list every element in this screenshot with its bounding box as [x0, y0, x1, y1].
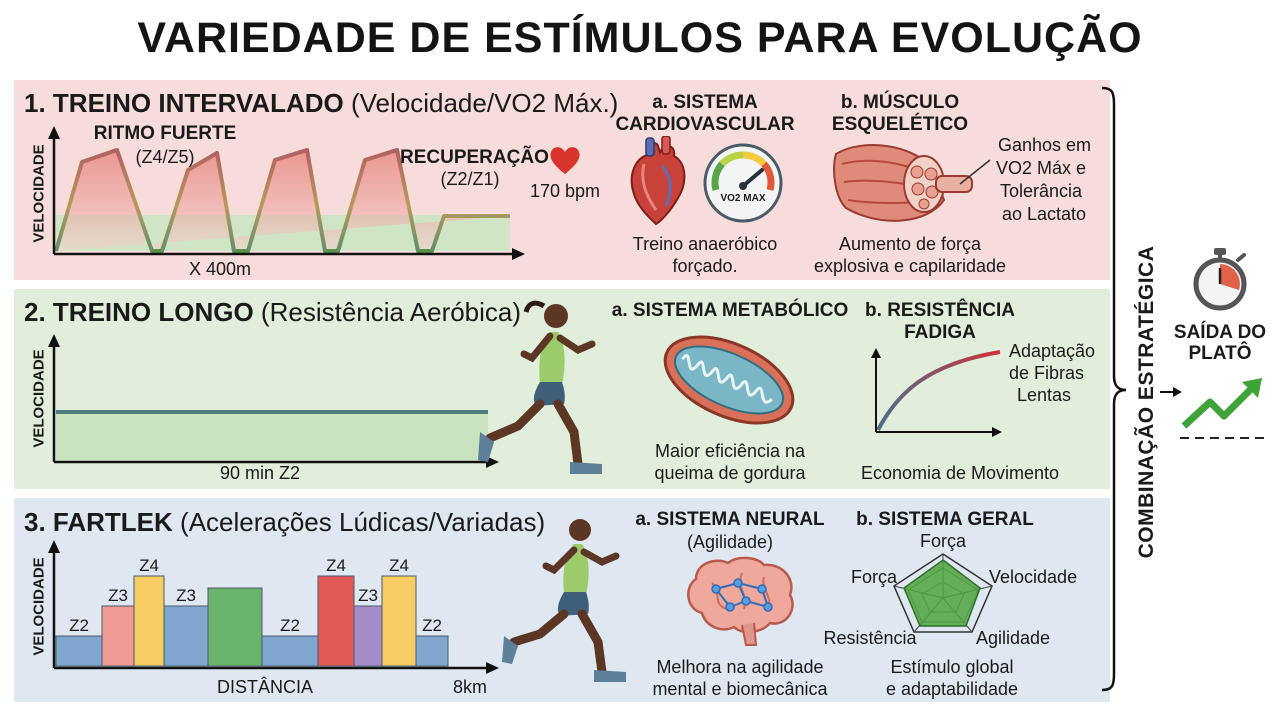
stopwatch-icon [1193, 248, 1247, 311]
radar-axis-bottom-right: Agilidade [976, 628, 1051, 648]
fartlek-bar [101, 605, 135, 667]
fartlek-bar [207, 587, 263, 667]
cardio-title-1: a. SISTEMA [652, 92, 758, 113]
fartlek-bar-label: Z4 [326, 556, 346, 575]
fatigue-caption: Economia de Movimento [860, 463, 1060, 483]
fatigue-note-1: Adaptação [1009, 341, 1096, 361]
muscle-caption-2: explosiva e capilaridade [813, 256, 1007, 276]
interval-chart [48, 126, 525, 260]
mitochondria-icon [663, 335, 795, 425]
panel2-title: 2. TREINO LONGO (Resistência Aeróbica) [24, 297, 522, 327]
cardio-caption-1: Treino anaeróbico [632, 234, 778, 254]
heart-organ-icon [630, 136, 686, 226]
metabolic-caption-1: Maior eficiência na [654, 441, 806, 461]
runner-icon [478, 300, 602, 474]
panel1-x-label: X 400m [188, 259, 252, 279]
panel1-title: 1. TREINO INTERVALADO (Velocidade/VO2 Má… [24, 88, 619, 118]
heart-icon [550, 147, 580, 174]
fartlek-bar-label: Z3 [358, 586, 378, 605]
radar-axis-top: Força [919, 531, 966, 551]
muscle-note-2: VO2 Máx e [996, 158, 1087, 178]
combination-bracket [1101, 86, 1127, 692]
fatigue-title-1: b. RESISTÊNCIA [865, 300, 1015, 321]
panel3-x-label: DISTÂNCIA [216, 677, 313, 697]
fartlek-bar-label: Z4 [389, 556, 409, 575]
heart-rate: 170 bpm [529, 181, 601, 201]
general-title: b. SISTEMA GERAL [856, 509, 1034, 530]
radar-axis-bottom-left: Resistência [823, 628, 917, 648]
fartlek-bar-label: Z3 [176, 586, 196, 605]
recovery-label: RECUPERAÇÃO [400, 147, 549, 168]
muscle-title-1: b. MÚSCULO [840, 92, 960, 113]
radar-chart [893, 553, 993, 633]
fartlek-bar-label: Z2 [422, 616, 442, 635]
fartlek-bar [133, 575, 165, 667]
fartlek-bar-chart: Z2 Z3 Z4 Z3 Z2 Z4 Z3 Z4 Z2 [48, 540, 499, 674]
panel3-title: 3. FARTLEK (Acelerações Lúdicas/Variadas… [24, 507, 546, 537]
growth-arrow-icon [1180, 378, 1268, 439]
general-caption-2: e adaptabilidade [885, 679, 1019, 699]
muscle-note-3: Tolerância [1000, 181, 1083, 201]
fartlek-bar [55, 635, 103, 667]
metabolic-caption-2: queima de gordura [654, 463, 806, 483]
cardio-title-2: CARDIOVASCULAR [615, 114, 795, 135]
page-title: VARIEDADE DE ESTÍMULOS PARA EVOLUÇÃO [137, 14, 1143, 62]
fartlek-bar [415, 635, 449, 667]
fatigue-curve-chart [871, 348, 1002, 437]
muscle-icon [833, 144, 991, 222]
recovery-zone-label: (Z2/Z1) [440, 169, 500, 189]
neural-caption-2: mental e biomecânica [652, 679, 828, 699]
panel3-x-end: 8km [452, 677, 487, 697]
radar-axis-left: Força [850, 567, 897, 587]
neural-caption-1: Melhora na agilidade [656, 657, 824, 677]
general-caption-1: Estímulo global [890, 657, 1014, 677]
fartlek-bar-label: Z2 [69, 616, 89, 635]
fartlek-bar [381, 575, 417, 667]
neural-sub: (Agilidade) [686, 532, 774, 552]
panel2-x-label: 90 min Z2 [219, 463, 301, 483]
strong-pace-label: RITMO FUERTE [93, 123, 237, 144]
fartlek-bar [317, 575, 355, 667]
arrow-right-icon [1160, 387, 1182, 397]
cardio-caption-2: forçado. [672, 256, 738, 276]
runner-icon-2 [502, 519, 626, 682]
fartlek-bar-label: Z2 [280, 616, 300, 635]
fartlek-bar-label: Z3 [108, 586, 128, 605]
brain-icon [687, 556, 794, 646]
fartlek-bar [353, 605, 383, 667]
radar-axis-right: Velocidade [989, 567, 1078, 587]
fatigue-note-2: de Fibras [1009, 363, 1085, 383]
fatigue-note-3: Lentas [1017, 385, 1072, 405]
metabolic-title: a. SISTEMA METABÓLICO [611, 300, 849, 321]
vo2-gauge-icon [703, 143, 783, 223]
fartlek-bar [261, 635, 319, 667]
exit-plateau-label-1: SAÍDA DO [1173, 322, 1267, 343]
fartlek-bar-label: Z4 [139, 556, 159, 575]
muscle-note-4: ao Lactato [1002, 204, 1087, 224]
strong-zone-label: (Z4/Z5) [135, 147, 195, 167]
panel3-y-axis: VELOCIDADE [30, 557, 48, 656]
fartlek-bar [163, 605, 209, 667]
muscle-caption-1: Aumento de força [838, 234, 982, 254]
panel2-y-axis: VELOCIDADE [30, 349, 48, 448]
vo2-gauge-label: VO2 MAX [720, 193, 766, 204]
panel1-y-axis: VELOCIDADE [30, 144, 48, 243]
muscle-note-1: Ganhos em [998, 135, 1092, 155]
muscle-title-2: ESQUELÉTICO [831, 114, 969, 135]
fatigue-title-2: FADIGA [904, 322, 976, 343]
long-run-chart [48, 334, 499, 468]
neural-title: a. SISTEMA NEURAL [635, 509, 825, 530]
exit-plateau-label-2: PLATÔ [1188, 343, 1252, 364]
